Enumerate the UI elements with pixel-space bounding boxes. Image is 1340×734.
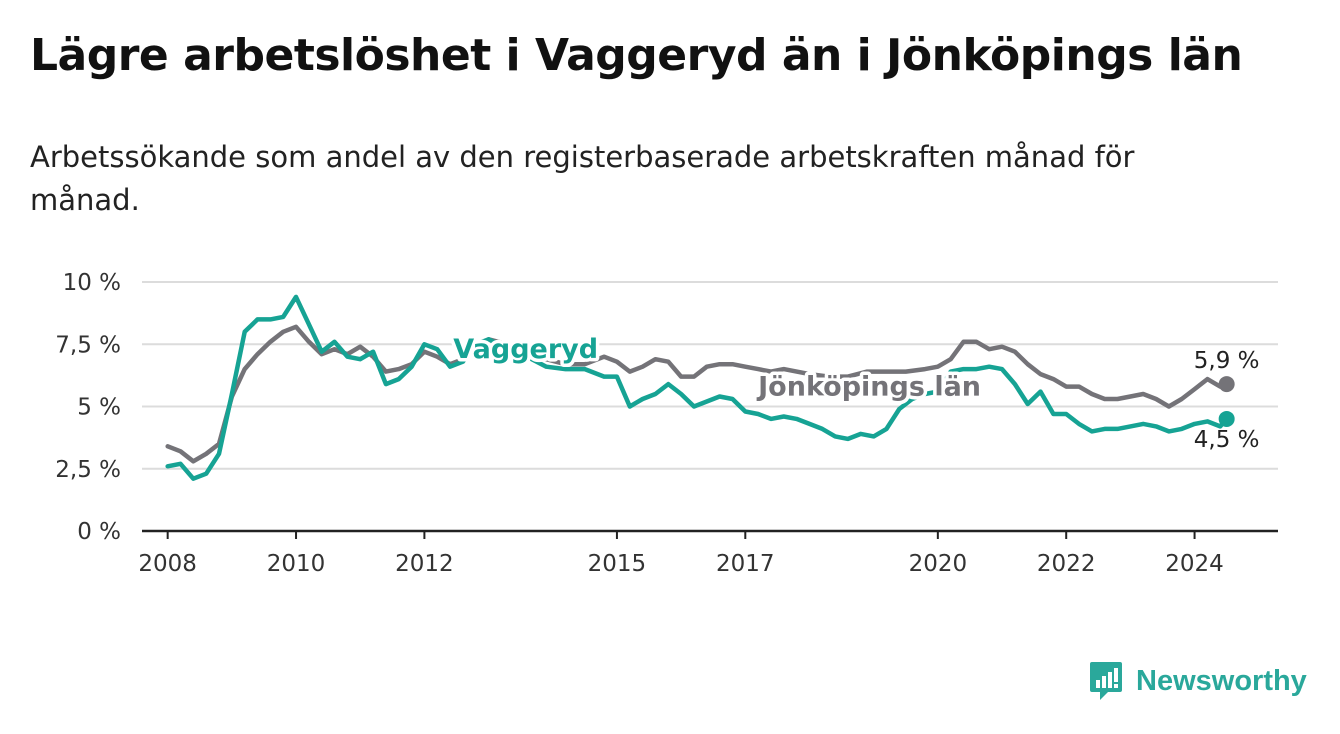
chart-subtitle: Arbetssökande som andel av den registerb… [30, 140, 1135, 217]
chart-title: Lägre arbetslöshet i Vaggeryd än i Jönkö… [30, 30, 1243, 81]
brand-logo: Newsworthy [1088, 660, 1307, 702]
x-tick-label: 2022 [1037, 551, 1096, 577]
y-tick-label: 10 % [63, 270, 121, 296]
series-line-jonkopings-lan [165, 324, 1229, 464]
end-point-jonkopings-lan [1218, 376, 1235, 393]
x-tick-label: 2008 [138, 551, 197, 577]
gridlines [142, 281, 1278, 470]
series-label-vaggeryd-halo: Vaggeryd [453, 334, 598, 365]
series-line-vaggeryd [165, 294, 1229, 481]
x-tick-label: 2012 [395, 551, 454, 577]
x-tick-label: 2024 [1165, 551, 1224, 577]
y-tick-label: 5 % [77, 395, 121, 421]
y-tick-label: 0 % [77, 519, 121, 545]
series-lines [165, 294, 1235, 481]
bar-chart-badge-icon [1090, 662, 1122, 700]
series-label-vaggeryd: Vaggeryd [453, 334, 598, 365]
x-tick-label: 2015 [588, 551, 647, 577]
x-tick-label: 2017 [716, 551, 775, 577]
line-chart: 0 % 2,5 % 5 % 7,5 % 10 % 2008 2010 2012 2015 201… [55, 270, 1278, 577]
x-tick-label: 2010 [267, 551, 326, 577]
series-label-jonkopings-lan-halo: Jönköpings län [756, 371, 981, 402]
y-axis-ticks: 0 % 2,5 % 5 % 7,5 % 10 % [55, 270, 121, 545]
y-tick-label: 2,5 % [55, 457, 121, 483]
end-point-vaggeryd [1218, 410, 1235, 427]
end-label-jonkopings-lan: 5,9 % [1194, 348, 1260, 374]
x-tick-label: 2020 [909, 551, 968, 577]
series-label-jonkopings-lan: Jönköpings län [756, 371, 981, 402]
y-tick-label: 7,5 % [55, 332, 121, 358]
x-axis-ticks: 2008 2010 2012 2015 2017 2020 2022 2024 [138, 531, 1224, 577]
brand-name: Newsworthy [1136, 664, 1307, 697]
end-label-vaggeryd: 4,5 % [1194, 427, 1260, 453]
